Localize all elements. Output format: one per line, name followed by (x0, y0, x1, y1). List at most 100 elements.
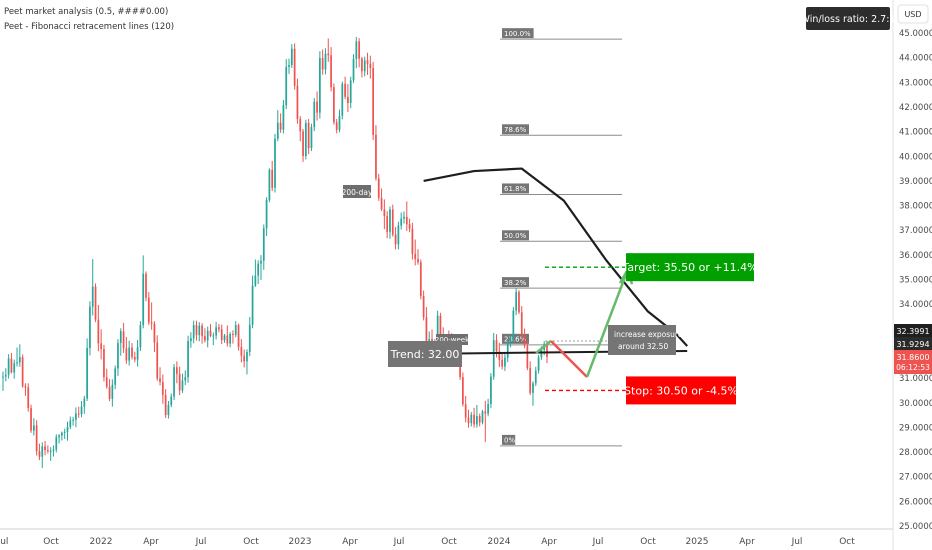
candle-body (178, 373, 181, 391)
currency-button[interactable]: USD (897, 4, 929, 24)
candle-body (380, 197, 383, 210)
y-tick-label: 25.0000 (899, 522, 932, 532)
candle-body (464, 404, 467, 418)
candle-body (504, 357, 506, 367)
y-tick-label: 40.0000 (899, 152, 932, 162)
candle-body (150, 322, 153, 324)
candle-body (347, 96, 349, 104)
candle-body (91, 286, 94, 307)
candle-body (276, 122, 279, 139)
trend-label-bg (388, 341, 462, 367)
win-loss-badge: Win/loss ratio: 2.7:1 (801, 7, 895, 30)
candle-body (537, 357, 540, 371)
x-tick-label: Apr (739, 537, 755, 547)
candle-body (495, 340, 498, 352)
price-tag-current: 31.8600 06:12:53 (894, 350, 932, 374)
candle-body (366, 60, 369, 64)
candle-body (181, 380, 184, 391)
candle-body (335, 122, 338, 130)
candle-body (209, 330, 212, 336)
candle-body (220, 329, 223, 341)
x-tick-label: Jul (592, 537, 604, 547)
candle-body (523, 336, 526, 346)
candle-body (425, 317, 428, 344)
candle-body (344, 83, 346, 97)
candle-body (159, 378, 161, 383)
candle-body (400, 218, 403, 226)
y-tick-label: 36.0000 (899, 251, 932, 261)
candle-body (136, 347, 139, 360)
candle-body (69, 420, 72, 427)
x-tick-label: Oct (640, 537, 656, 547)
overlays: 200-day 200-week Trend: 32.00 increase expo… (342, 167, 758, 405)
ma-200-week-label-bg (436, 334, 468, 345)
candle-body (417, 259, 419, 263)
candle-body (13, 363, 16, 373)
candle-body (248, 324, 251, 352)
candle-body (397, 225, 400, 245)
x-tick-label: Apr (143, 537, 159, 547)
x-tick-label: Jul (393, 537, 405, 547)
candle-body (83, 398, 86, 407)
fib-label-bg (502, 124, 529, 135)
candle-body (492, 340, 495, 377)
candle-body (204, 336, 206, 341)
candle-body (86, 348, 88, 399)
legend-line-2: Peet - Fibonacci retracement lines (120) (4, 22, 174, 32)
candle-body (518, 292, 520, 313)
candle-body (89, 306, 91, 349)
candle-body (282, 105, 285, 130)
candle-body (490, 376, 492, 404)
fib-label: 61.8% (504, 185, 527, 193)
y-tick-label: 31.0000 (899, 374, 932, 384)
candle-body (175, 367, 178, 374)
projection-down (550, 340, 588, 378)
svg-text:06:12:53: 06:12:53 (896, 363, 930, 372)
candle-body (389, 209, 391, 232)
candle-body (94, 286, 97, 320)
fib-label-bg (502, 230, 529, 241)
candle-body (310, 127, 313, 149)
candle-body (187, 341, 189, 378)
candle-body (66, 426, 69, 432)
y-tick-label: 45.0000 (899, 29, 932, 39)
candle-body (274, 138, 276, 188)
candle-body (414, 253, 417, 260)
x-tick-label: Jul (791, 537, 803, 547)
candle-body (476, 416, 478, 425)
candle-body (394, 234, 397, 245)
candle-body (304, 122, 307, 157)
candle-body (439, 315, 442, 337)
candle-body (405, 216, 408, 225)
candle-body (506, 342, 509, 358)
candle-body (288, 65, 290, 68)
candle-body (44, 446, 46, 451)
candle-body (293, 48, 296, 86)
candle-body (271, 169, 274, 188)
x-tick-label: 2022 (90, 537, 113, 547)
candle-body (24, 386, 27, 388)
x-tick-label: Oct (43, 537, 59, 547)
candle-body (133, 356, 136, 360)
y-tick-label: 30.0000 (899, 399, 932, 409)
candle-body (2, 376, 4, 378)
candle-body (184, 377, 187, 381)
candle-body (128, 347, 131, 361)
x-tick-label: Apr (541, 537, 557, 547)
y-tick-label: 42.0000 (899, 103, 932, 113)
target-label-bg (626, 253, 754, 282)
candle-body (257, 263, 260, 276)
candle-body (290, 48, 293, 66)
fib-label-bg (502, 183, 529, 194)
candle-body (419, 262, 422, 297)
candle-body (299, 119, 302, 132)
candle-body (201, 325, 203, 337)
candles (2, 36, 548, 469)
candle-body (498, 351, 501, 360)
candle-body (156, 342, 159, 379)
currency-label: USD (904, 10, 921, 19)
y-tick-label: 29.0000 (899, 423, 932, 433)
candle-body (520, 312, 523, 337)
candle-body (352, 58, 355, 81)
